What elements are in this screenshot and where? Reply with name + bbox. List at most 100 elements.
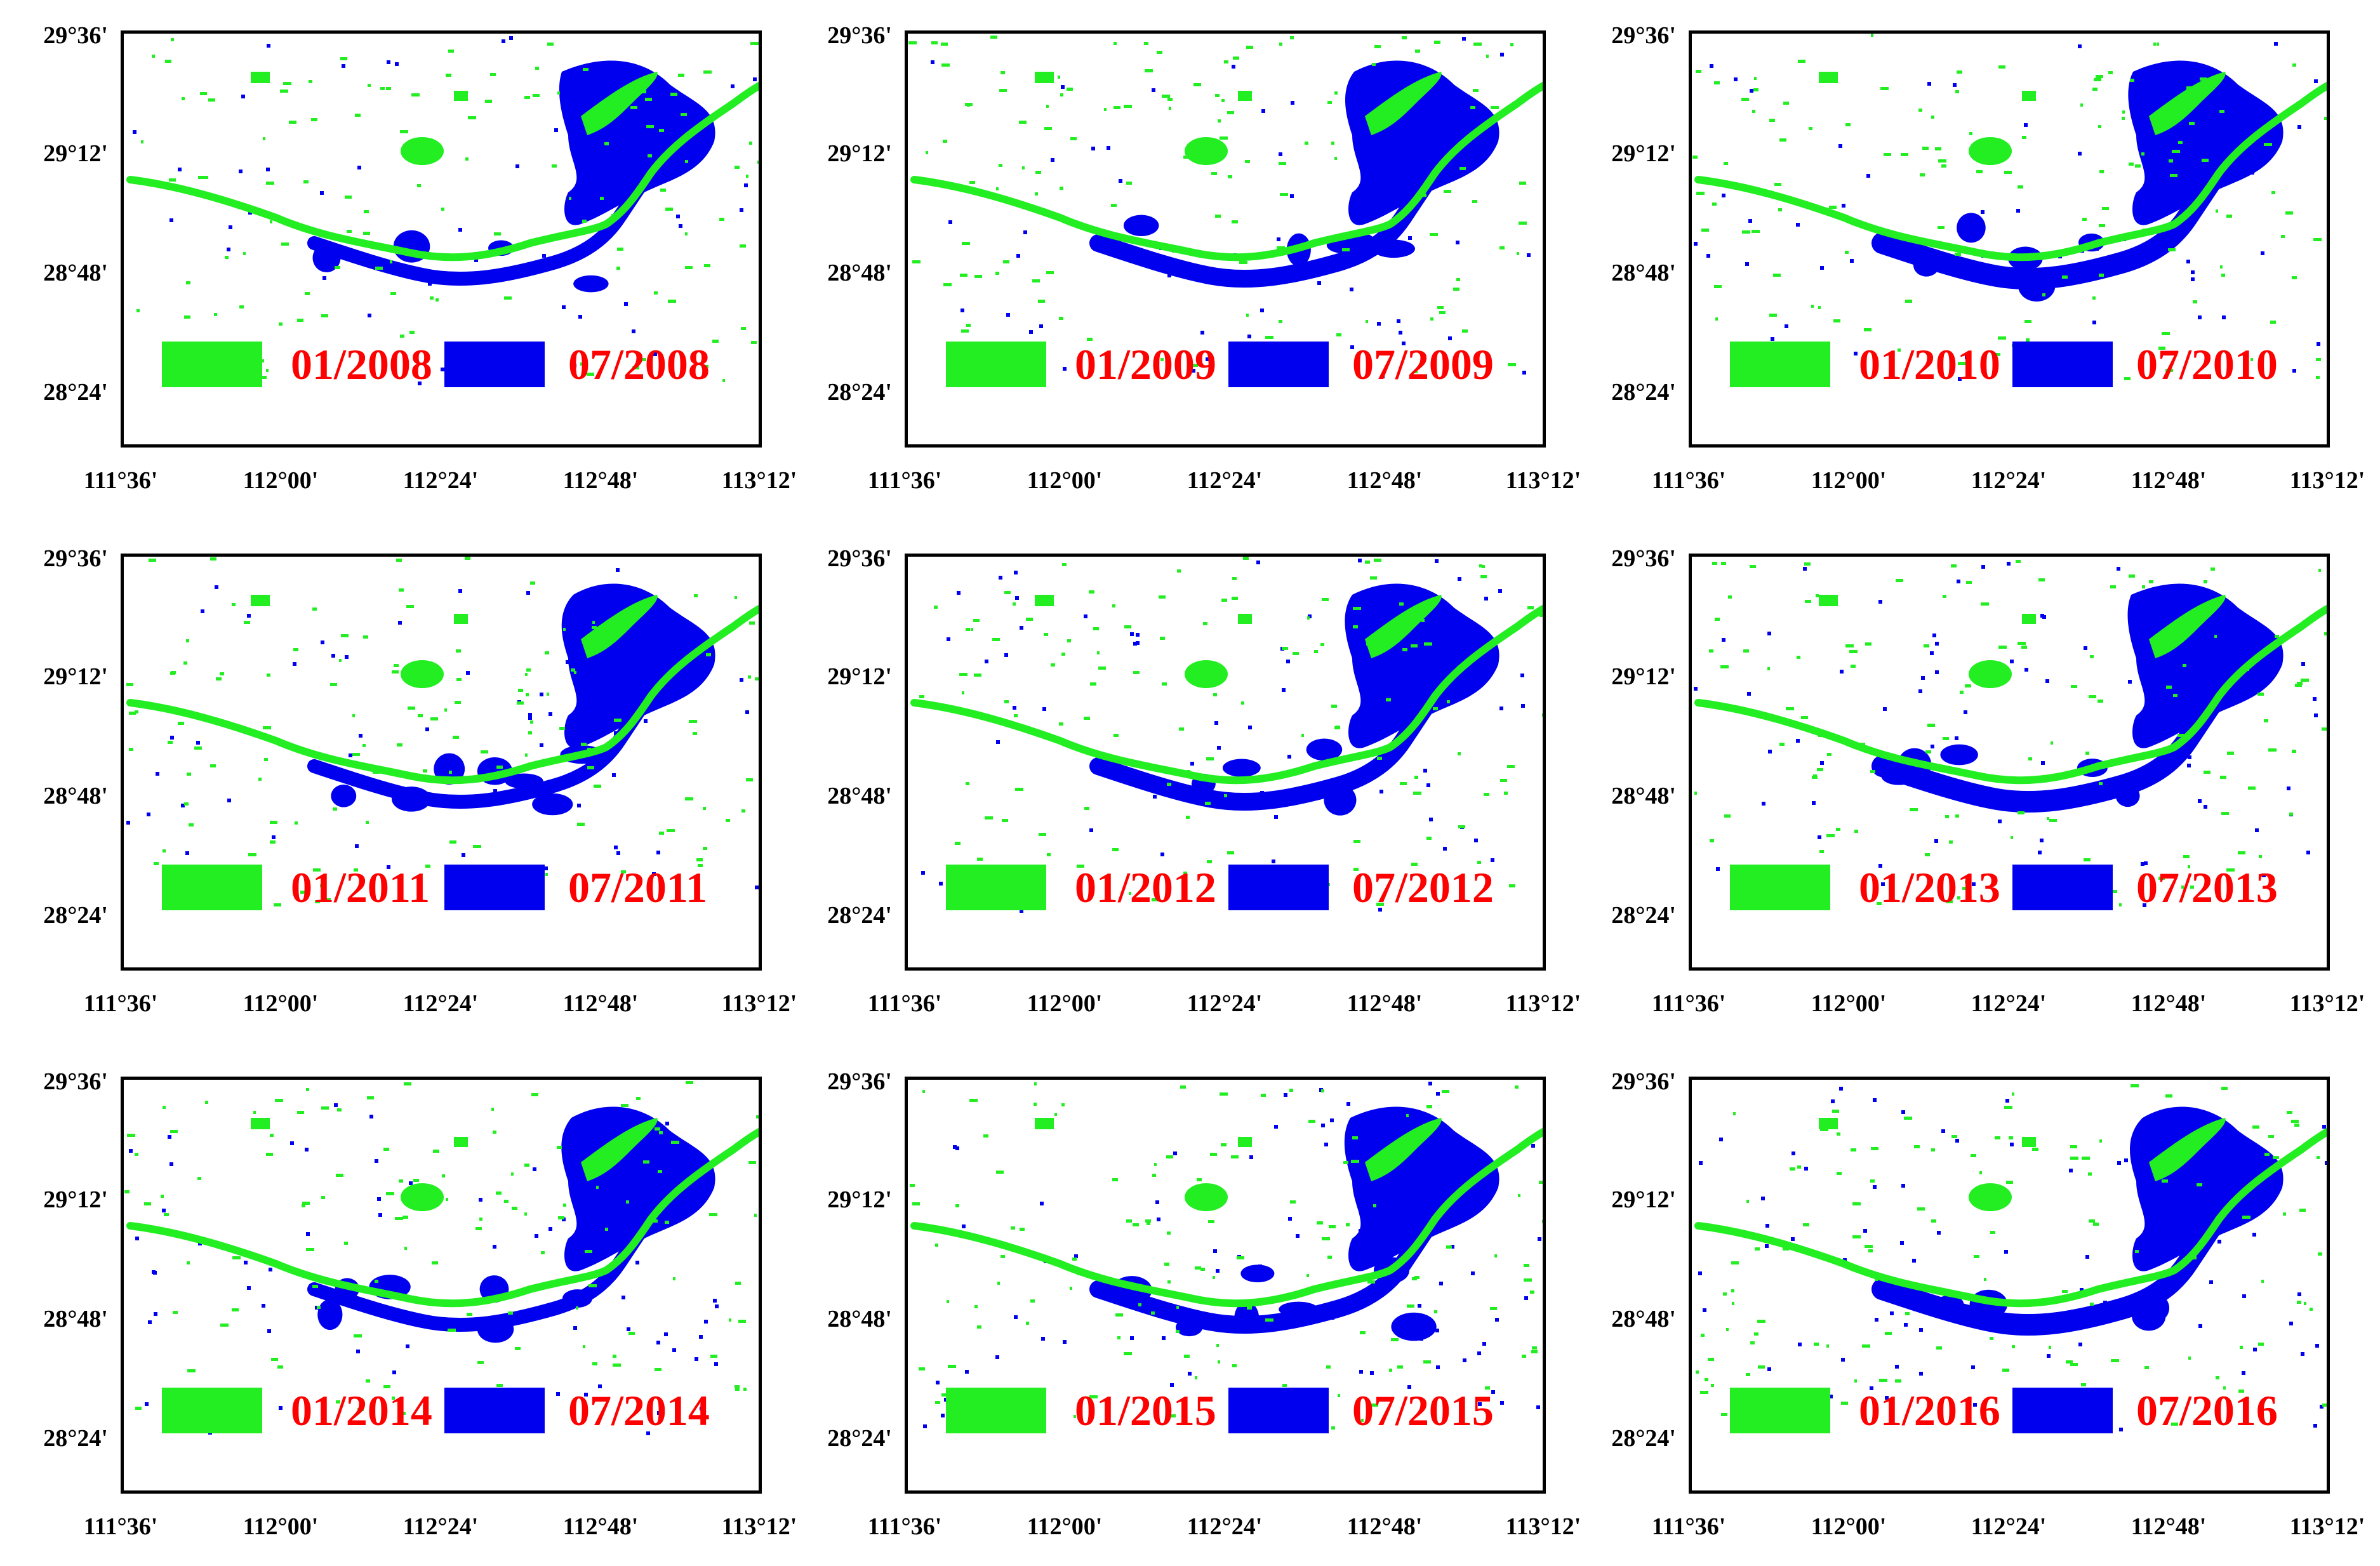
water-pixel-january <box>187 1261 190 1264</box>
x-tick-label: 112°00' <box>243 990 319 1017</box>
water-pixel-january <box>189 823 194 826</box>
water-pixel-january <box>399 1412 406 1415</box>
water-pixel-january <box>2122 117 2125 120</box>
water-pixel-january <box>1925 853 1930 856</box>
water-pixel-january <box>1160 637 1165 640</box>
water-pixel-january <box>959 673 967 676</box>
river-january <box>1694 604 2327 785</box>
water-pixel-january <box>449 840 456 844</box>
water-pixel-january <box>740 244 746 248</box>
water-pixel-january <box>448 1329 456 1332</box>
water-pixel-july <box>2205 1211 2209 1215</box>
water-pixel-january <box>1221 599 1227 602</box>
map-panel-p2015: 29°36' 29°12' 28°48' 28°24' 111°36' 112°00' 11… <box>784 1046 1581 1566</box>
water-pixel-january <box>1243 557 1249 560</box>
water-pixel-january <box>935 1244 938 1247</box>
water-pixel-january <box>1870 770 1875 773</box>
water-pixel-january <box>2261 1280 2264 1283</box>
water-pixel-july <box>2217 1240 2221 1244</box>
wetland-patch-july <box>1279 1301 1319 1317</box>
water-pixel-july <box>614 731 618 735</box>
water-pixel-july <box>1536 1405 1540 1409</box>
water-pixel-january <box>646 125 654 128</box>
water-pixel-january <box>685 797 693 800</box>
water-pixel-january <box>1111 204 1117 207</box>
water-pixel-january <box>2070 1145 2077 1148</box>
water-pixel-january <box>1232 577 1237 580</box>
water-pixel-january <box>243 252 246 255</box>
water-pixel-january <box>760 668 762 671</box>
water-pixel-january <box>1402 648 1407 651</box>
lake-channel-january <box>581 72 658 135</box>
water-pixel-january <box>1700 1391 1708 1394</box>
water-pixel-january <box>587 373 594 376</box>
water-pixel-january <box>643 1160 649 1164</box>
water-pixel-january <box>171 671 176 674</box>
water-pixel-july <box>1260 309 1264 312</box>
water-pixel-january <box>1200 1268 1205 1271</box>
water-pixel-january <box>1084 717 1090 720</box>
water-pixel-january <box>547 43 554 46</box>
water-pixel-july <box>1919 1372 1923 1376</box>
water-pixel-january <box>395 1217 403 1220</box>
water-pixel-january <box>289 121 296 124</box>
water-pixel-july <box>356 1350 360 1353</box>
water-pixel-january <box>1798 60 1805 63</box>
y-tick-label: 29°12' <box>43 1186 108 1213</box>
water-pixel-january <box>1955 814 1959 818</box>
water-pixel-january <box>1207 860 1212 863</box>
water-pixel-january <box>628 1332 635 1335</box>
water-pixel-january <box>400 130 408 133</box>
water-pixel-january <box>645 98 652 101</box>
water-pixel-january <box>569 197 571 200</box>
water-pixel-july <box>2262 873 2266 877</box>
x-tick-label: 112°24' <box>1187 1513 1263 1540</box>
water-pixel-january <box>985 816 993 819</box>
water-pixel-january <box>1837 1172 1842 1175</box>
water-pixel-january <box>2111 1359 2119 1362</box>
water-pixel-january <box>587 766 594 769</box>
water-pixel-july <box>1767 632 1771 635</box>
water-pixel-january <box>2062 1290 2068 1293</box>
water-pixel-january <box>2238 1390 2244 1393</box>
water-pixel-january <box>1014 714 1018 717</box>
water-pixel-july <box>331 654 335 658</box>
water-pixel-january <box>1061 653 1065 656</box>
january-water-extent <box>126 38 759 382</box>
water-pixel-january <box>1711 1384 1714 1387</box>
water-pixel-january <box>154 862 159 865</box>
water-pixel-july <box>1004 653 1008 657</box>
january-water-extent <box>1694 1084 2327 1429</box>
water-pixel-january <box>1352 1136 1358 1139</box>
pond-january <box>1035 72 1054 83</box>
water-pixel-january <box>1779 138 1786 142</box>
water-pixel-july <box>1953 83 1957 87</box>
water-pixel-january <box>171 38 174 41</box>
water-pixel-january <box>270 821 277 824</box>
water-pixel-january <box>2099 782 2103 785</box>
water-pixel-january <box>1279 162 1286 165</box>
water-pixel-january <box>1814 1343 1819 1346</box>
water-pixel-january <box>1180 1085 1186 1089</box>
water-pixel-january <box>685 232 688 236</box>
water-pixel-january <box>2009 1136 2013 1139</box>
water-pixel-january <box>2226 215 2232 218</box>
water-pixel-july <box>1152 88 1155 92</box>
water-pixel-january <box>1504 792 1508 795</box>
water-pixel-january <box>995 272 999 275</box>
x-tick-label: 113°12' <box>2289 1513 2365 1540</box>
july-water-extent <box>129 1103 719 1435</box>
wetland-patch-july <box>1940 744 1978 766</box>
legend-label-july: 07/2016 <box>2136 1386 2278 1435</box>
water-pixel-july <box>1955 736 1958 740</box>
water-pixel-january <box>220 672 224 675</box>
water-pixel-july <box>1940 776 1944 780</box>
water-pixel-january <box>1931 1148 1935 1151</box>
water-pixel-january <box>1783 102 1789 105</box>
water-pixel-july <box>2301 1352 2304 1356</box>
water-pixel-july <box>699 1200 703 1204</box>
wetland-patch-july <box>1391 1312 1437 1341</box>
water-pixel-january <box>2028 757 2032 760</box>
water-pixel-july <box>1883 707 1887 711</box>
water-pixel-july <box>145 1402 149 1406</box>
